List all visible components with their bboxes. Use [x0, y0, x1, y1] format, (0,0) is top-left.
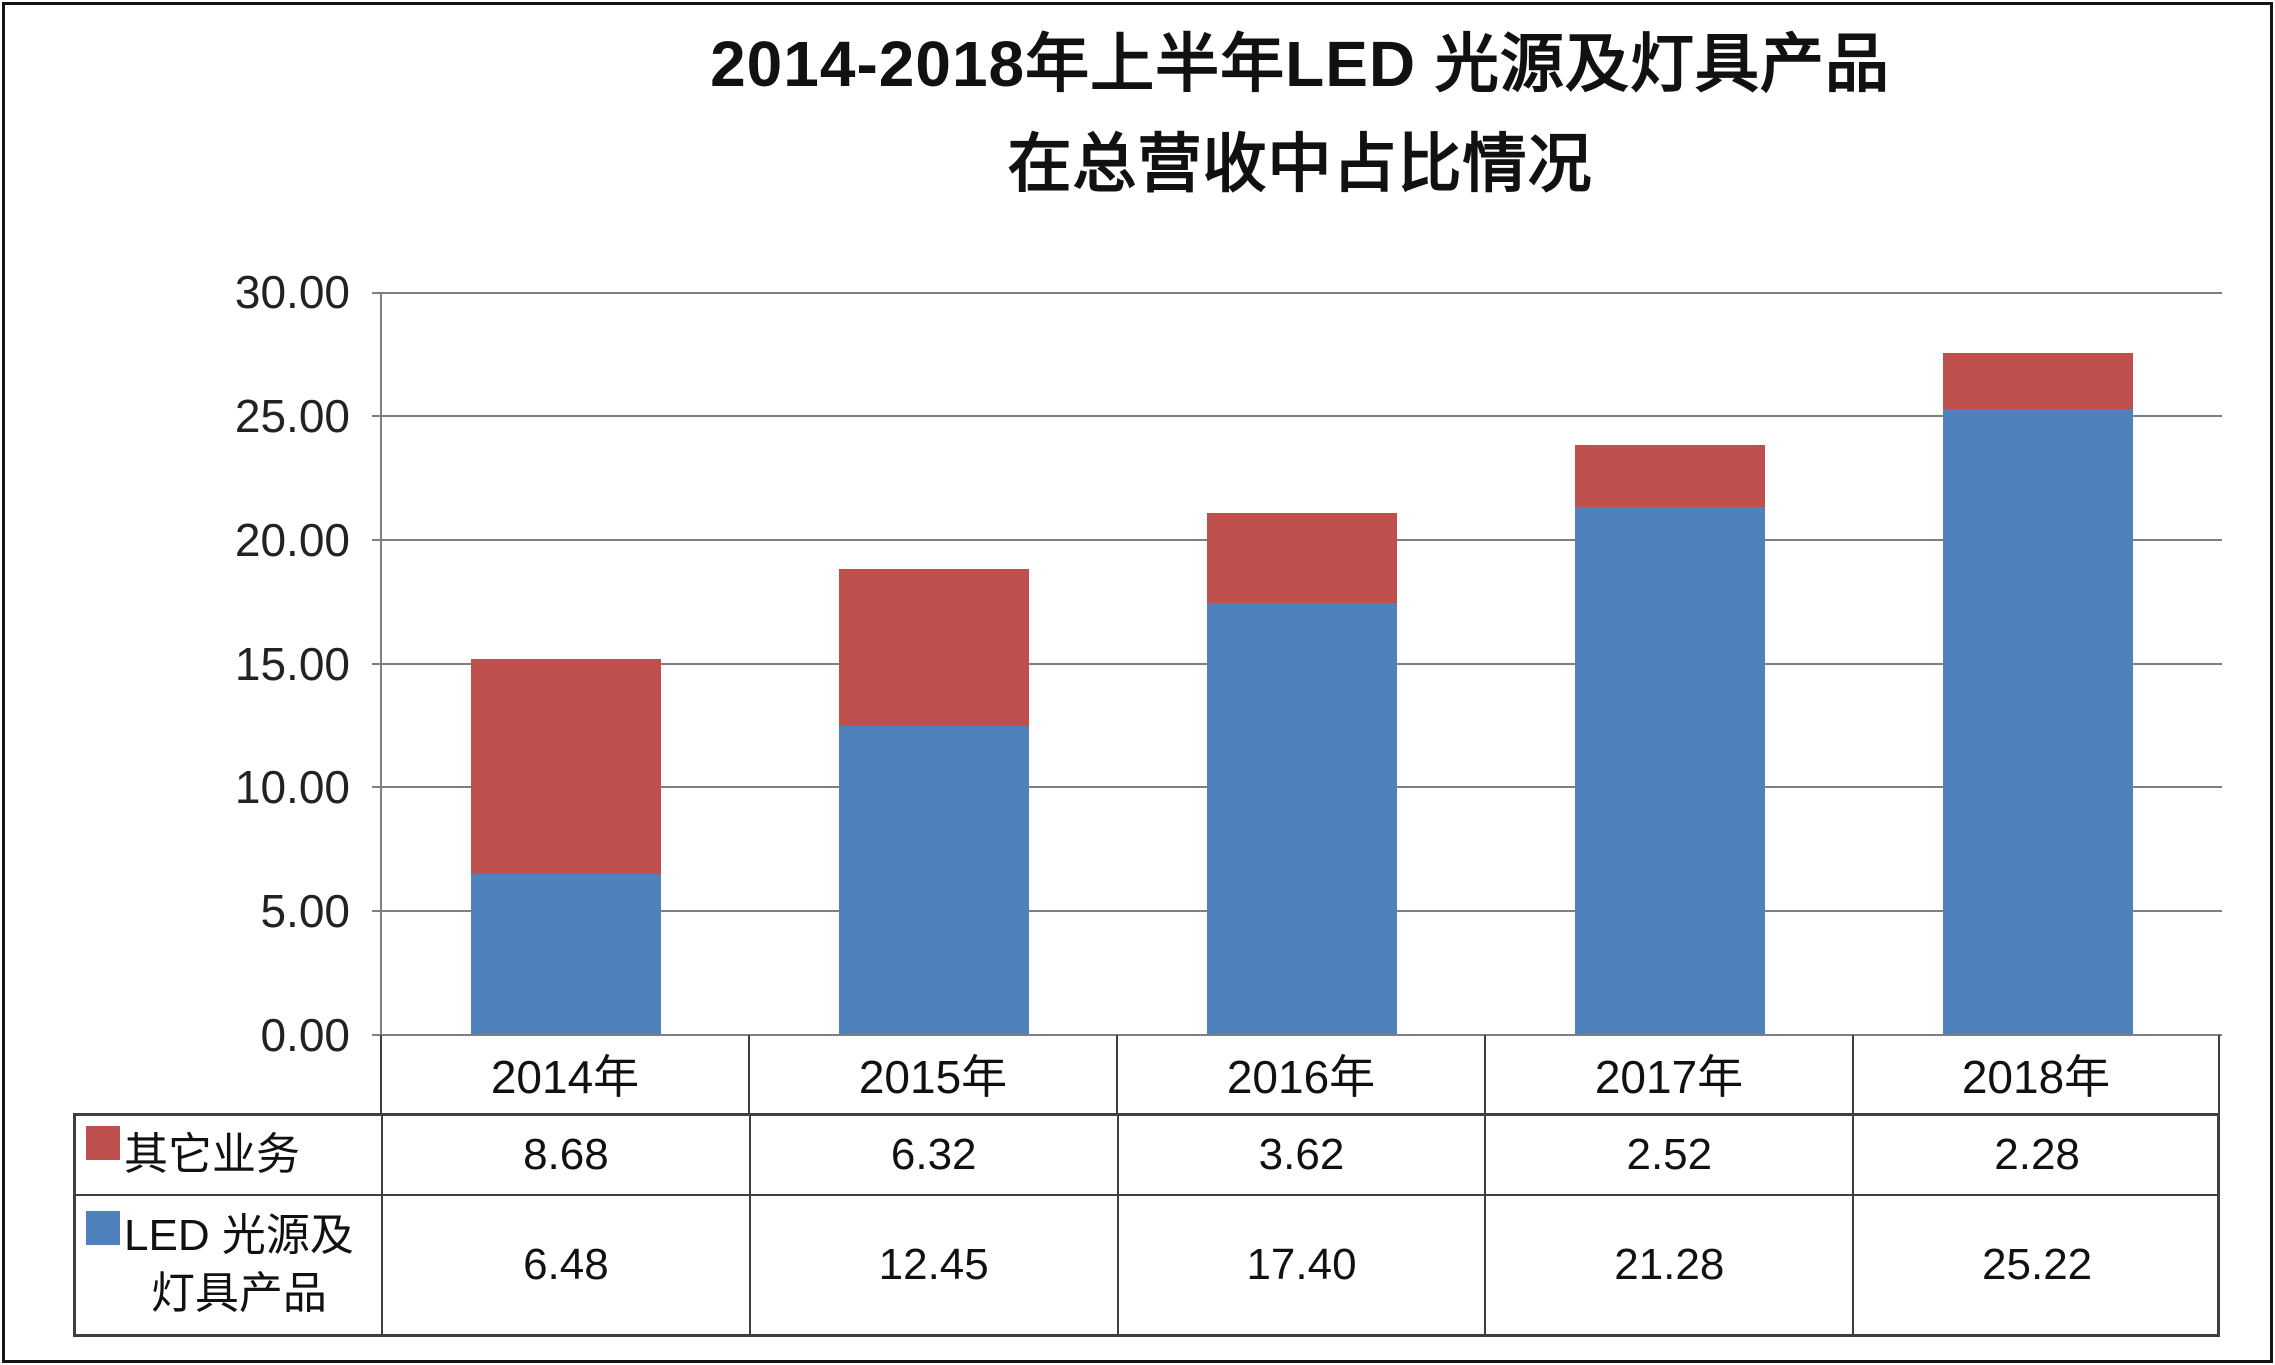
x-axis-category-2016年: 2016年: [1116, 1035, 1484, 1113]
bar-segment-2016年-其它业务: [1207, 513, 1397, 604]
bar-segment-2014年-LED 光源及灯具产品: [471, 873, 661, 1034]
x-axis-category-2018年: 2018年: [1852, 1035, 2220, 1113]
data-table: 其它业务 8.68 6.32 3.62 2.52 2.28 LED 光源及 灯具产品 6.48 1…: [73, 1113, 2220, 1337]
bar-group-2018年: [1943, 352, 2133, 1034]
bar-segment-2017年-其它业务: [1575, 444, 1765, 507]
table-value-2017年-其它业务: 2.52: [1484, 1116, 1852, 1194]
chart-title: 2014-2018年上半年LED 光源及灯具产品 在总营收中占比情况: [380, 14, 2220, 214]
plot-area: [372, 292, 2222, 1036]
y-axis-tick-label: 30.00: [234, 266, 350, 318]
bar-group-2016年: [1207, 513, 1397, 1034]
table-value-2014年-LED 光源及灯具产品: 6.48: [381, 1194, 749, 1334]
bar-segment-2018年-其它业务: [1943, 352, 2133, 410]
y-axis-tick-label: 25.00: [234, 390, 350, 442]
legend-cell-LED 光源及灯具产品: LED 光源及 灯具产品: [76, 1194, 381, 1334]
table-value-2014年-其它业务: 8.68: [381, 1116, 749, 1194]
legend-label: LED 光源及 灯具产品: [124, 1211, 354, 1318]
gridline-0.00: [372, 1034, 2222, 1036]
table-value-2015年-LED 光源及灯具产品: 12.45: [748, 1194, 1117, 1334]
legend-swatch-icon: [86, 1211, 120, 1245]
x-axis-header-row: 2014年 2015年 2016年 2017年 2018年: [380, 1035, 2220, 1113]
gridline-30.00: [372, 292, 2222, 294]
bar-group-2017年: [1575, 444, 1765, 1034]
bar-segment-2017年-LED 光源及灯具产品: [1575, 506, 1765, 1034]
x-axis-category-2014年: 2014年: [380, 1035, 748, 1113]
legend-label: 其它业务: [124, 1130, 300, 1179]
table-value-2016年-LED 光源及灯具产品: 17.40: [1116, 1194, 1485, 1334]
chart-title-line-2: 在总营收中占比情况: [1007, 128, 1593, 200]
bar-group-2014年: [471, 658, 661, 1034]
table-value-2018年-其它业务: 2.28: [1852, 1116, 2220, 1194]
table-value-2016年-其它业务: 3.62: [1116, 1116, 1485, 1194]
chart-title-line-1: 2014-2018年上半年LED 光源及灯具产品: [710, 28, 1890, 100]
y-axis-tick-label: 10.00: [234, 761, 350, 813]
y-axis-tick-label: 15.00: [234, 638, 350, 690]
table-value-2017年-LED 光源及灯具产品: 21.28: [1484, 1194, 1853, 1334]
x-axis-category-2015年: 2015年: [748, 1035, 1116, 1113]
bar-segment-2014年-其它业务: [471, 658, 661, 874]
bar-segment-2015年-LED 光源及灯具产品: [839, 725, 1029, 1034]
bar-segment-2018年-LED 光源及灯具产品: [1943, 409, 2133, 1034]
y-axis-tick-label: 5.00: [260, 885, 350, 937]
bar-group-2015年: [839, 569, 1029, 1034]
bar-segment-2015年-其它业务: [839, 569, 1029, 726]
y-axis-tick-label: 0.00: [260, 1009, 350, 1061]
table-value-2015年-其它业务: 6.32: [748, 1116, 1117, 1194]
bar-segment-2016年-LED 光源及灯具产品: [1207, 603, 1397, 1034]
y-axis-tick-label: 20.00: [234, 514, 350, 566]
gridline-25.00: [372, 415, 2222, 417]
legend-swatch-icon: [86, 1126, 120, 1160]
y-axis-labels: 0.00 5.00 10.00 15.00 20.00 25.00 30.00: [80, 266, 350, 1061]
x-axis-category-2017年: 2017年: [1484, 1035, 1852, 1113]
legend-cell-其它业务: 其它业务: [76, 1116, 381, 1194]
table-value-2018年-LED 光源及灯具产品: 25.22: [1852, 1194, 2220, 1334]
